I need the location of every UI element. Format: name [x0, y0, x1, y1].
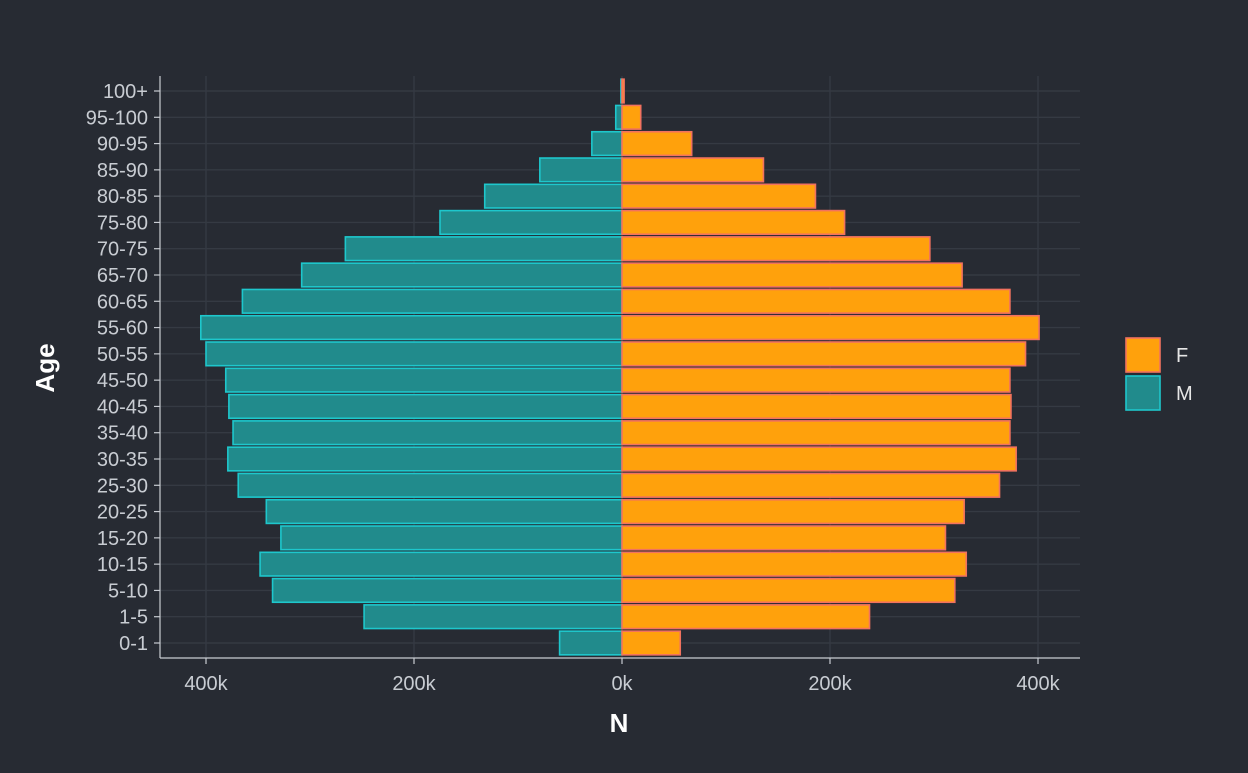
bar-m-55-60 — [200, 314, 623, 341]
bar-m-40-45 — [228, 393, 623, 420]
bar-m-30-35 — [227, 446, 623, 472]
bar-f-95-100 — [621, 104, 642, 130]
bar-f-65-70 — [621, 262, 963, 288]
y-tick-label: 50-55 — [97, 344, 148, 366]
bar-f-5-10 — [621, 577, 956, 604]
y-axis-title: Age — [30, 343, 60, 392]
bars-layer — [200, 78, 1040, 656]
legend-label-M: M — [1176, 383, 1193, 405]
x-tick-label: 400k — [1016, 673, 1060, 695]
bar-f-40-45 — [621, 393, 1012, 420]
bar-f-30-35 — [621, 446, 1017, 472]
y-tick-label: 0-1 — [119, 633, 148, 655]
bar-f-55-60 — [621, 314, 1040, 341]
bar-f-35-40 — [621, 420, 1011, 446]
bar-f-15-20 — [621, 525, 947, 551]
y-tick-label: 85-90 — [97, 160, 148, 182]
y-tick-label: 55-60 — [97, 318, 148, 340]
y-tick-label: 5-10 — [108, 580, 148, 602]
bar-f-80-85 — [621, 183, 817, 209]
bar-f-50-55 — [621, 341, 1027, 367]
y-tick-label: 80-85 — [97, 186, 148, 208]
x-tick-label: 0k — [611, 673, 633, 695]
y-tick-label: 15-20 — [97, 528, 148, 550]
bar-f-25-30 — [621, 472, 1001, 498]
x-tick-label: 200k — [392, 673, 436, 695]
y-tick-label: 65-70 — [97, 265, 148, 287]
y-tick-label: 35-40 — [97, 423, 148, 445]
bar-f-85-90 — [621, 157, 765, 183]
x-tick-label: 200k — [808, 673, 852, 695]
bar-m-90-95 — [591, 130, 623, 157]
bar-f-1-5 — [621, 604, 871, 630]
legend-key-M — [1125, 375, 1161, 411]
bar-m-1-5 — [363, 604, 623, 630]
y-tick-label: 70-75 — [97, 239, 148, 261]
bar-f-45-50 — [621, 367, 1011, 393]
bar-m-80-85 — [483, 183, 623, 209]
y-tick-label: 45-50 — [97, 370, 148, 392]
bar-m-0-1 — [558, 630, 623, 656]
bar-f-20-25 — [621, 498, 965, 525]
x-tick-label: 400k — [184, 673, 228, 695]
y-tick-label: 20-25 — [97, 502, 148, 524]
legend: FM — [1125, 337, 1193, 411]
y-tick-label: 1-5 — [119, 607, 148, 629]
y-tick-label: 60-65 — [97, 291, 148, 313]
bar-m-50-55 — [205, 341, 623, 367]
bar-m-60-65 — [241, 288, 623, 314]
bar-f-100+ — [621, 78, 625, 104]
axes-layer: 0-1 1-5 5-10 10-15 15-20 20-25 25-30 30-35 35-40… — [86, 76, 1080, 695]
bar-m-15-20 — [280, 525, 623, 551]
bar-m-45-50 — [224, 367, 623, 393]
bar-m-70-75 — [344, 236, 623, 262]
bar-f-75-80 — [621, 209, 846, 236]
legend-label-F: F — [1176, 345, 1188, 367]
y-tick-label: 30-35 — [97, 449, 148, 471]
bar-f-90-95 — [621, 130, 693, 157]
bar-m-20-25 — [265, 498, 623, 525]
bar-m-65-70 — [300, 262, 623, 288]
y-tick-label: 100+ — [103, 81, 148, 103]
x-axis-title: N — [610, 708, 629, 738]
bar-f-10-15 — [621, 551, 968, 577]
legend-key-F — [1125, 337, 1161, 373]
y-tick-label: 95-100 — [86, 107, 148, 129]
bar-m-95-100 — [614, 104, 623, 130]
bar-f-60-65 — [621, 288, 1011, 314]
bar-f-0-1 — [621, 630, 682, 656]
bar-f-70-75 — [621, 236, 931, 262]
bar-m-5-10 — [271, 577, 623, 604]
bar-m-35-40 — [232, 420, 623, 446]
y-tick-label: 90-95 — [97, 134, 148, 156]
bar-m-25-30 — [237, 472, 623, 498]
y-tick-label: 40-45 — [97, 396, 148, 418]
y-tick-label: 75-80 — [97, 212, 148, 234]
bar-m-75-80 — [439, 209, 623, 236]
y-tick-label: 10-15 — [97, 554, 148, 576]
bar-m-10-15 — [259, 551, 623, 577]
y-tick-label: 25-30 — [97, 475, 148, 497]
bar-m-85-90 — [539, 157, 623, 183]
